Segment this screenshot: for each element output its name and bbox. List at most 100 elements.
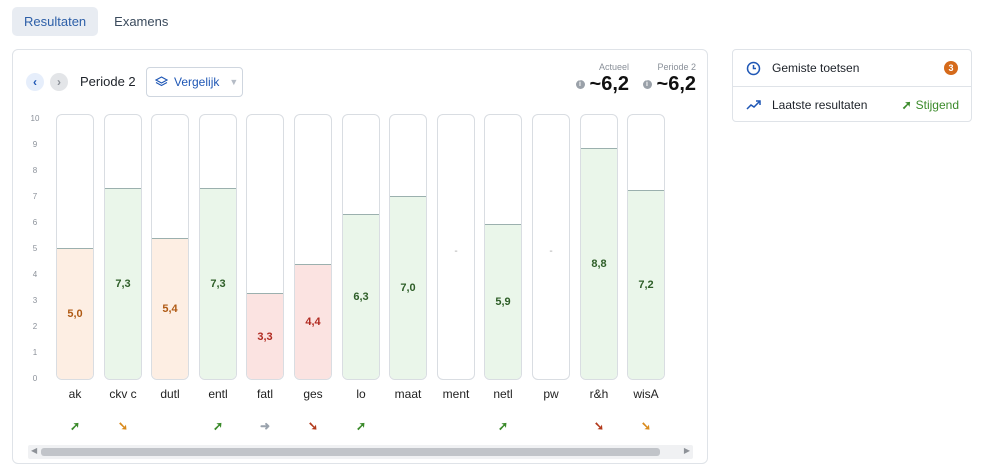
- y-tick-label: 5: [32, 244, 38, 253]
- y-tick-label: 2: [32, 322, 38, 331]
- chevron-right-icon: ›: [57, 75, 61, 89]
- arrow-up-right-icon: ➚: [212, 419, 224, 433]
- grade-value-label: 5,4: [162, 303, 178, 315]
- trend-status-label: Stijgend: [915, 97, 959, 112]
- y-tick-label: 10: [30, 114, 40, 123]
- tab-examens[interactable]: Examens: [114, 14, 169, 29]
- period-label: Periode 2: [80, 74, 136, 89]
- grade-bar-fill: 7,2: [628, 190, 664, 379]
- scroll-right-icon[interactable]: ▶: [683, 446, 690, 455]
- period-average: Periode 2 i ~6,2: [642, 62, 696, 96]
- grade-bar-dutl[interactable]: 5,4: [151, 114, 189, 380]
- latest-results-row[interactable]: Laatste resultaten ➚ Stijgend: [733, 86, 971, 122]
- grade-bar-fill: 4,4: [295, 264, 331, 379]
- subject-label: lo: [356, 387, 366, 401]
- missed-tests-row[interactable]: Gemiste toetsen 3: [733, 50, 971, 86]
- grade-bar-fill: 5,0: [57, 248, 93, 379]
- grade-bar-fill: 6,3: [343, 214, 379, 379]
- clock-alert-icon: [745, 61, 761, 76]
- grade-value-label: 3,3: [257, 330, 273, 343]
- subject-label: pw: [543, 387, 559, 401]
- period-average-label: Periode 2: [657, 62, 696, 72]
- grade-value-label: 6,3: [353, 291, 369, 303]
- subject-label: ak: [68, 387, 82, 401]
- subject-label: dutl: [160, 387, 180, 401]
- grade-bar-fill: 5,4: [152, 238, 188, 379]
- grade-value-label: 7,3: [115, 278, 131, 290]
- y-tick-label: 8: [32, 166, 38, 175]
- grade-bar-pw[interactable]: -: [532, 114, 570, 380]
- subject-label: ment: [442, 387, 470, 401]
- no-grade-label: -: [454, 246, 458, 257]
- arrow-down-right-icon: ➘: [117, 419, 129, 433]
- subject-label: ckv c: [109, 387, 137, 401]
- grade-value-label: 4,4: [305, 316, 321, 328]
- arrow-up-right-icon: ➚: [69, 419, 81, 433]
- tab-resultaten[interactable]: Resultaten: [12, 7, 99, 36]
- arrow-right-icon: ➜: [259, 419, 271, 433]
- layers-icon: [155, 76, 168, 87]
- arrow-down-right-icon: ➘: [593, 419, 605, 433]
- subject-label: fatl: [256, 387, 273, 401]
- missed-tests-count-badge: 3: [944, 61, 958, 75]
- current-average: Actueel i ~6,2: [575, 62, 629, 96]
- current-average-label: Actueel: [598, 62, 629, 72]
- subject-label: entl: [208, 387, 228, 401]
- grade-bar-entl[interactable]: 7,3: [199, 114, 237, 380]
- grade-value-label: 8,8: [591, 258, 607, 270]
- grade-bar-fill: 8,8: [581, 148, 617, 379]
- grade-bar-ges[interactable]: 4,4: [294, 114, 332, 380]
- grade-value-label: 7,2: [638, 279, 654, 291]
- y-tick-label: 4: [32, 270, 38, 279]
- grade-bar-maat[interactable]: 7,0: [389, 114, 427, 380]
- arrow-down-right-icon: ➘: [640, 419, 652, 433]
- tab-bar: Resultaten Examens: [12, 7, 180, 36]
- y-tick-label: 7: [32, 192, 38, 201]
- horizontal-scrollbar[interactable]: ◀ ▶: [28, 445, 693, 459]
- previous-period-button[interactable]: ‹: [26, 73, 44, 91]
- grade-bar-fill: 7,3: [200, 188, 236, 379]
- y-tick-label: 1: [32, 348, 38, 357]
- grade-bar-fill: 3,3: [247, 293, 283, 379]
- chevron-left-icon: ‹: [33, 75, 37, 89]
- grade-value-label: 5,9: [495, 296, 511, 308]
- grade-bar-wisA[interactable]: 7,2: [627, 114, 665, 380]
- grade-bar-lo[interactable]: 6,3: [342, 114, 380, 380]
- arrow-down-right-icon: ➘: [307, 419, 319, 433]
- grade-value-label: 5,0: [67, 308, 83, 320]
- trend-status: ➚ Stijgend: [902, 98, 959, 112]
- grade-value-label: 7,3: [210, 278, 226, 290]
- compare-label: Vergelijk: [174, 75, 220, 89]
- grade-bar-fill: 5,9: [485, 224, 521, 379]
- current-average-value: ~6,2: [589, 73, 629, 95]
- info-icon[interactable]: i: [642, 80, 652, 89]
- scroll-left-icon[interactable]: ◀: [31, 446, 38, 455]
- summary-panel: Gemiste toetsen 3 Laatste resultaten ➚ S…: [732, 49, 972, 122]
- y-tick-label: 9: [32, 140, 38, 149]
- y-tick-label: 3: [32, 296, 38, 305]
- missed-tests-label: Gemiste toetsen: [772, 61, 860, 75]
- arrow-up-right-icon: ➚: [901, 97, 912, 112]
- period-average-value: ~6,2: [656, 73, 696, 95]
- grade-bar-ckvc[interactable]: 7,3: [104, 114, 142, 380]
- grade-bar-fatl[interactable]: 3,3: [246, 114, 284, 380]
- grade-bar-ment[interactable]: -: [437, 114, 475, 380]
- grade-bar-fill: 7,0: [390, 196, 426, 379]
- grade-bar-rh[interactable]: 8,8: [580, 114, 618, 380]
- latest-results-label: Laatste resultaten: [772, 97, 868, 112]
- scrollbar-thumb[interactable]: [41, 448, 660, 456]
- next-period-button[interactable]: ›: [50, 73, 68, 91]
- info-icon[interactable]: i: [575, 80, 585, 89]
- arrow-up-right-icon: ➚: [497, 419, 509, 433]
- subject-label: netl: [493, 387, 513, 401]
- y-tick-label: 0: [32, 374, 38, 383]
- grade-bar-netl[interactable]: 5,9: [484, 114, 522, 380]
- y-tick-label: 6: [32, 218, 38, 227]
- subject-label: ges: [303, 387, 323, 401]
- grade-bar-fill: 7,3: [105, 188, 141, 379]
- grade-bar-ak[interactable]: 5,0: [56, 114, 94, 380]
- subject-label: maat: [394, 387, 422, 401]
- compare-dropdown[interactable]: Vergelijk ▼: [146, 67, 243, 97]
- no-grade-label: -: [549, 246, 553, 257]
- arrow-up-right-icon: ➚: [355, 419, 367, 433]
